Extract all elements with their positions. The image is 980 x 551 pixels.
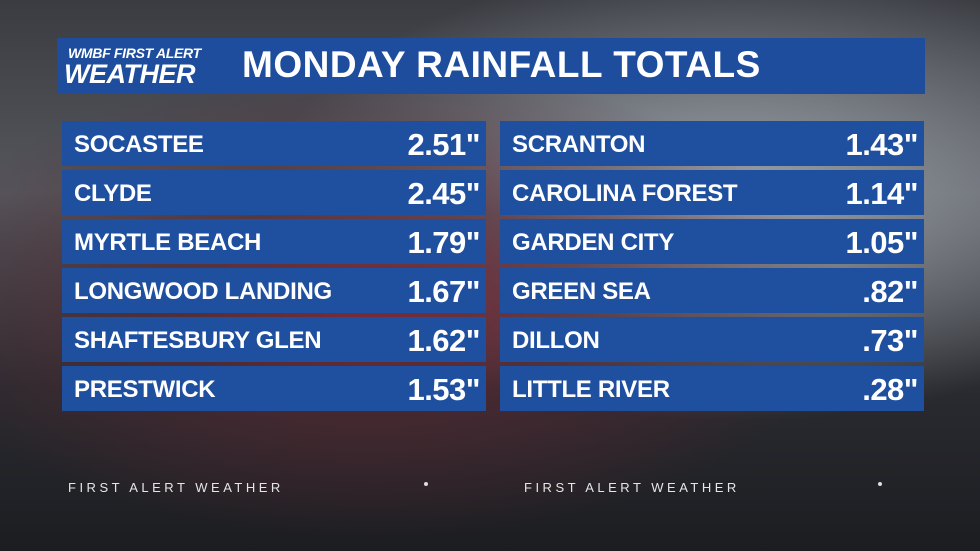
location: SOCASTEE <box>74 131 204 158</box>
rainfall: 1.43" <box>845 127 918 162</box>
location: PRESTWICK <box>74 376 216 403</box>
dot <box>424 482 428 486</box>
table-row: DILLON .73" <box>500 317 924 362</box>
header-bar <box>57 38 925 94</box>
dot <box>878 482 882 486</box>
rainfall: 1.53" <box>407 372 480 407</box>
location: LITTLE RIVER <box>512 376 670 403</box>
table-row: LITTLE RIVER .28" <box>500 366 924 411</box>
logo-top: WMBF FIRST ALERT <box>68 45 201 61</box>
table-row: SCRANTON 1.43" <box>500 121 924 166</box>
rainfall: 2.51" <box>407 127 480 162</box>
table-row: MYRTLE BEACH 1.79" <box>62 219 486 264</box>
footer-text: FIRST ALERT WEATHER <box>524 480 740 495</box>
rainfall: 1.62" <box>407 323 480 358</box>
footer-text: FIRST ALERT WEATHER <box>68 480 284 495</box>
table-row: GREEN SEA .82" <box>500 268 924 313</box>
rainfall: .28" <box>862 372 918 407</box>
rainfall: .82" <box>862 274 918 309</box>
location: GREEN SEA <box>512 278 651 305</box>
table-row: GARDEN CITY 1.05" <box>500 219 924 264</box>
location: LONGWOOD LANDING <box>74 278 332 305</box>
location: SHAFTESBURY GLEN <box>74 327 322 354</box>
location: DILLON <box>512 327 600 354</box>
table-row: PRESTWICK 1.53" <box>62 366 486 411</box>
rainfall: 2.45" <box>407 176 480 211</box>
table-row: CLYDE 2.45" <box>62 170 486 215</box>
location: CLYDE <box>74 180 152 207</box>
logo: WMBF FIRST ALERT WEATHER <box>62 42 228 90</box>
rainfall: 1.14" <box>845 176 918 211</box>
logo-bottom: WEATHER <box>64 59 196 89</box>
rainfall: .73" <box>862 323 918 358</box>
table-row: CAROLINA FOREST 1.14" <box>500 170 924 215</box>
location: SCRANTON <box>512 131 646 158</box>
rainfall: 1.67" <box>407 274 480 309</box>
rainfall: 1.79" <box>407 225 480 260</box>
title: MONDAY RAINFALL TOTALS <box>242 44 761 85</box>
table-row: LONGWOOD LANDING 1.67" <box>62 268 486 313</box>
table-row: SHAFTESBURY GLEN 1.62" <box>62 317 486 362</box>
location: CAROLINA FOREST <box>512 180 738 207</box>
rainfall: 1.05" <box>845 225 918 260</box>
location: MYRTLE BEACH <box>74 229 262 256</box>
location: GARDEN CITY <box>512 229 675 256</box>
table-row: SOCASTEE 2.51" <box>62 121 486 166</box>
